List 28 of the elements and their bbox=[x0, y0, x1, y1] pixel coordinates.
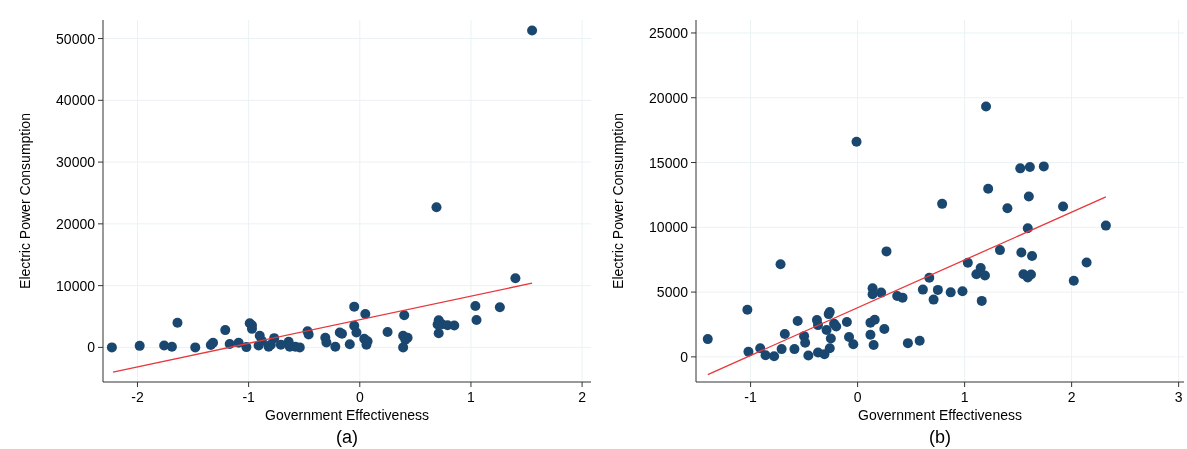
y-tick-label: 15000 bbox=[649, 154, 689, 171]
y-tick-label: 5000 bbox=[656, 284, 689, 301]
y-tick-label: 20000 bbox=[56, 215, 96, 232]
y-tick-label: 10000 bbox=[649, 219, 689, 236]
x-tick-label: -2 bbox=[131, 389, 144, 405]
x-tick-label: -1 bbox=[744, 389, 758, 405]
x-tick-label: 2 bbox=[1067, 389, 1076, 405]
y-axis-title: Electric Power Consumption bbox=[17, 113, 33, 289]
y-tick-label: 0 bbox=[680, 348, 689, 365]
text: (a) bbox=[336, 427, 358, 447]
x-tick-label: 1 bbox=[960, 389, 969, 405]
x-tick-label: -1 bbox=[242, 389, 256, 405]
x-tick-label: 1 bbox=[467, 389, 476, 405]
x-tick-label: 2 bbox=[578, 389, 587, 405]
text: (b) bbox=[929, 427, 951, 447]
x-axis-title: Government Effectiveness bbox=[265, 407, 429, 423]
y-tick-label: 25000 bbox=[649, 24, 689, 41]
y-tick-label: 50000 bbox=[56, 30, 96, 47]
x-axis-title: Government Effectiveness bbox=[858, 407, 1022, 423]
x-tick-label: 3 bbox=[1174, 389, 1183, 405]
y-tick-label: 40000 bbox=[56, 92, 96, 109]
y-tick-label: 10000 bbox=[56, 277, 96, 294]
x-tick-label: 0 bbox=[355, 389, 364, 405]
y-tick-label: 30000 bbox=[56, 154, 96, 171]
y-axis-title: Electric Power Consumption bbox=[610, 113, 626, 289]
y-tick-label: 0 bbox=[87, 339, 96, 356]
x-tick-label: 0 bbox=[853, 389, 862, 405]
y-tick-label: 20000 bbox=[649, 89, 689, 106]
